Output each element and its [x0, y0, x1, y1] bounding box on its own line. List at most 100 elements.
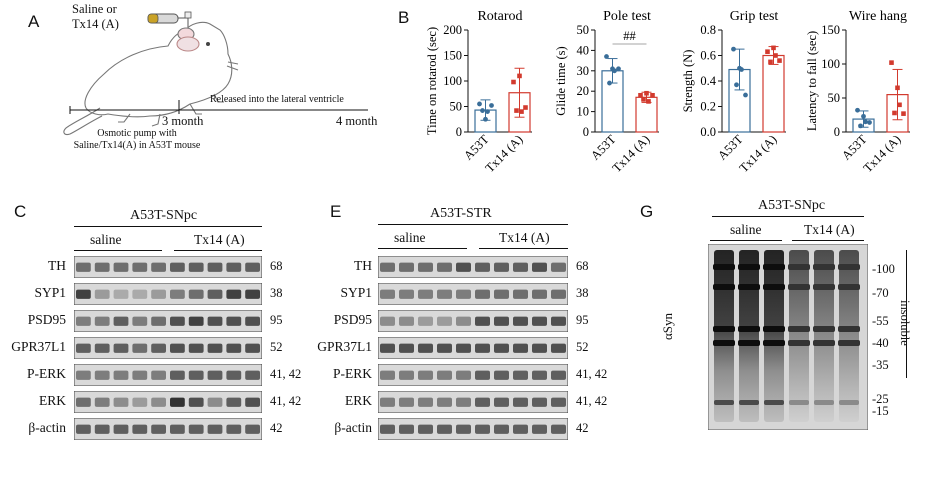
blot-band: [494, 370, 509, 380]
blot-band: [738, 326, 760, 332]
y-tick-label: 10: [577, 105, 590, 119]
y-tick-label: 100: [821, 57, 840, 71]
blot-band: [456, 316, 471, 326]
chart-2: Grip test 0.0 0.2 0.4 0.6 0.8 Strength (N) A53T…: [681, 9, 786, 175]
y-tick-label: 0.4: [700, 74, 716, 88]
blot-band: [475, 262, 490, 272]
blot-strip: [378, 337, 568, 359]
y-tick-label: 0.2: [700, 100, 716, 114]
blot-strip: [378, 283, 568, 305]
blot-band: [788, 264, 810, 270]
y-tick-label: 0.6: [700, 49, 716, 63]
blot-band: [437, 370, 452, 380]
panel_e-title: A53T-STR: [430, 206, 492, 221]
y-tick-label: 200: [443, 23, 462, 37]
blot-band: [113, 424, 129, 434]
blot-band: [513, 316, 528, 326]
blot-band: [475, 289, 490, 299]
molecular-weight: 95: [576, 313, 589, 327]
blot-band: [151, 343, 166, 353]
blot-band: [418, 370, 433, 380]
blot-row-label: ERK: [39, 393, 66, 408]
blot-band: [151, 370, 166, 380]
blot-row-label: SYP1: [340, 285, 372, 300]
blot-band: [532, 289, 547, 299]
data-point: [644, 90, 649, 96]
blot-band: [94, 424, 110, 434]
treatment-label: Saline or Tx14 (A): [72, 2, 119, 32]
pump-note-line-1: Osmotic pump with: [97, 128, 177, 139]
blot-band: [789, 400, 809, 405]
blot-band: [207, 397, 223, 407]
chart-0: Rotarod 0 50 100 150 200 Time on rotarod (sec)…: [425, 9, 532, 175]
y-tick-label: 50: [577, 23, 590, 37]
data-point: [480, 108, 485, 113]
blot-band: [532, 343, 547, 353]
data-point: [863, 119, 868, 125]
y-tick-label: 0: [583, 125, 589, 139]
molecular-weight-marker: -35: [872, 358, 889, 372]
blot-strip: [74, 256, 262, 278]
panel-g-group-tx14: Tx14 (A): [804, 222, 855, 237]
panel_e-title-rule: [378, 224, 568, 225]
data-point: [646, 99, 651, 104]
data-point: [773, 53, 778, 58]
blot-background: [74, 391, 262, 413]
blot-band: [380, 316, 395, 326]
y-axis-label: Strength (N): [681, 50, 695, 113]
blot-band: [456, 262, 471, 272]
blot-band: [456, 370, 471, 380]
blot-band: [226, 289, 242, 299]
blot-band: [714, 400, 734, 405]
blot-row-label: ERK: [345, 393, 372, 408]
category-label: A53T: [461, 132, 492, 163]
data-point: [616, 66, 621, 72]
data-point: [731, 46, 736, 52]
blot-background: [74, 418, 262, 440]
data-point: [523, 105, 528, 110]
blot-band: [170, 262, 185, 272]
blot-band: [132, 424, 148, 434]
blot-band: [399, 289, 414, 299]
blot-band: [532, 397, 547, 407]
panel_c-label: C: [14, 202, 27, 221]
blot-band: [418, 289, 433, 299]
blot-band: [763, 264, 785, 270]
blot-band: [475, 316, 490, 326]
y-tick-label: 30: [577, 64, 590, 78]
blot-band: [245, 289, 260, 299]
data-point: [855, 107, 860, 113]
data-point: [511, 79, 516, 85]
blot-band: [399, 397, 414, 407]
panel_e-tx14-rule: [479, 248, 568, 249]
y-tick-label: 40: [577, 43, 590, 57]
y-tick-label: 150: [443, 49, 462, 63]
blot-band: [113, 397, 129, 407]
blot-band: [76, 397, 91, 407]
blot-band: [245, 370, 260, 380]
data-point: [477, 101, 482, 107]
data-point: [867, 120, 872, 125]
blot-background: [74, 256, 262, 278]
data-point: [861, 113, 866, 119]
blot-band: [513, 424, 528, 434]
blot-band: [788, 326, 810, 332]
y-axis-label: Glide time (s): [554, 46, 568, 115]
blot-background: [378, 391, 568, 413]
blot-band: [399, 262, 414, 272]
panel-g-group-saline: saline: [730, 222, 762, 237]
blot-band: [399, 316, 414, 326]
molecular-weight: 41, 42: [270, 394, 302, 408]
blot-band: [226, 424, 242, 434]
blot-band: [838, 284, 860, 290]
blot-band: [551, 370, 566, 380]
blot-background: [74, 337, 262, 359]
blot-band: [418, 316, 433, 326]
chart-1: Pole test 0 10 20 30 40 50 Glide time (s) A53TTx…: [554, 9, 659, 175]
data-point: [641, 97, 646, 102]
blot-band: [813, 326, 835, 332]
blot-band: [94, 343, 110, 353]
blot-band: [513, 370, 528, 380]
blot-background: [378, 310, 568, 332]
y-tick-label: 0: [834, 125, 840, 139]
